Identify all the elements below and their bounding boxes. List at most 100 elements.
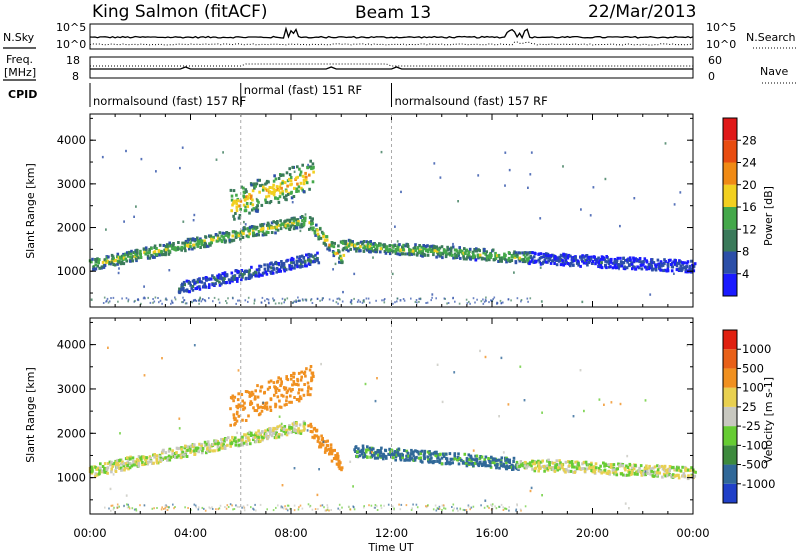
heatmap-cell bbox=[515, 467, 519, 471]
heatmap-cell bbox=[687, 474, 690, 478]
heatmap-cell bbox=[541, 494, 543, 497]
heatmap-cell bbox=[298, 255, 302, 259]
heatmap-cell bbox=[632, 259, 635, 263]
heatmap-cell bbox=[247, 300, 249, 303]
heatmap-cell bbox=[196, 243, 200, 247]
colorbar-segment bbox=[723, 118, 737, 141]
heatmap-cell bbox=[164, 506, 167, 509]
heatmap-cell bbox=[311, 430, 314, 434]
heatmap-cell bbox=[144, 458, 147, 462]
freq-label: Freq. bbox=[6, 53, 33, 66]
x-tick-label: 08:00 bbox=[274, 526, 307, 540]
heatmap-cell bbox=[554, 256, 558, 260]
heatmap-cell bbox=[297, 189, 300, 193]
heatmap-cell bbox=[409, 452, 413, 456]
heatmap-cell bbox=[94, 267, 98, 271]
heatmap-cell bbox=[512, 456, 516, 460]
heatmap-cell bbox=[441, 400, 444, 404]
heatmap-cell bbox=[495, 466, 498, 470]
heatmap-cell bbox=[243, 198, 247, 202]
heatmap-cell bbox=[208, 446, 212, 450]
heatmap-cell bbox=[684, 467, 688, 471]
heatmap-cell bbox=[328, 248, 331, 252]
heatmap-cell bbox=[188, 247, 191, 251]
heatmap-cell bbox=[422, 244, 425, 247]
heatmap-cell bbox=[176, 247, 180, 251]
heatmap-cell bbox=[592, 186, 595, 189]
heatmap-cell bbox=[524, 259, 527, 263]
heatmap-cell bbox=[214, 439, 218, 443]
heatmap-cell bbox=[675, 473, 679, 477]
heatmap-cell bbox=[234, 440, 238, 444]
heatmap-cell bbox=[241, 236, 245, 239]
heatmap-cell bbox=[296, 265, 299, 269]
heatmap-cell bbox=[263, 406, 267, 410]
heatmap-cell bbox=[304, 178, 308, 182]
heatmap-cell bbox=[226, 504, 229, 507]
heatmap-cell bbox=[293, 396, 296, 399]
heatmap-cell bbox=[301, 298, 304, 301]
heatmap-cell bbox=[288, 400, 291, 404]
heatmap-cell bbox=[222, 235, 225, 239]
heatmap-cell bbox=[233, 423, 236, 427]
heatmap-cell bbox=[261, 273, 264, 277]
heatmap-cell bbox=[254, 397, 257, 401]
heatmap-cell bbox=[257, 268, 261, 271]
heatmap-cell bbox=[293, 467, 296, 470]
heatmap-cell bbox=[462, 255, 465, 259]
heatmap-cell bbox=[267, 265, 271, 269]
heatmap-cell bbox=[592, 465, 596, 469]
power-colorbar-label: Power [dB] bbox=[762, 186, 775, 246]
heatmap-cell bbox=[664, 260, 667, 263]
heatmap-cell bbox=[217, 276, 220, 279]
heatmap-cell bbox=[322, 297, 324, 300]
heatmap-cell bbox=[686, 270, 689, 274]
heatmap-cell bbox=[218, 280, 221, 284]
heatmap-cell bbox=[304, 374, 307, 378]
heatmap-cell bbox=[378, 243, 382, 247]
heatmap-cell bbox=[196, 446, 200, 450]
heatmap-cell bbox=[129, 259, 132, 263]
heatmap-cell bbox=[187, 238, 190, 242]
heatmap-cell bbox=[507, 251, 511, 255]
heatmap-cell bbox=[239, 230, 243, 234]
heatmap-cell bbox=[453, 453, 456, 457]
heatmap-cell bbox=[108, 300, 111, 303]
heatmap-cell bbox=[162, 244, 166, 247]
heatmap-cell bbox=[152, 298, 154, 300]
heatmap-cell bbox=[405, 449, 409, 453]
heatmap-cell bbox=[634, 267, 637, 271]
heatmap-cell bbox=[252, 434, 255, 438]
heatmap-cell bbox=[225, 300, 227, 302]
heatmap-cell bbox=[498, 505, 500, 508]
heatmap-cell bbox=[482, 251, 485, 255]
heatmap-cell bbox=[369, 242, 373, 246]
heatmap-cell bbox=[197, 450, 200, 454]
heatmap-cell bbox=[211, 508, 214, 510]
heatmap-cell bbox=[444, 297, 446, 300]
heatmap-cell bbox=[656, 468, 660, 472]
colorbar-segment bbox=[723, 426, 737, 446]
heatmap-cell bbox=[579, 255, 583, 259]
heatmap-cell bbox=[288, 426, 292, 430]
heatmap-cell bbox=[405, 504, 408, 507]
heatmap-cell bbox=[626, 473, 629, 477]
heatmap-cell bbox=[417, 452, 421, 456]
heatmap-cell bbox=[116, 259, 120, 263]
heatmap-cell bbox=[129, 457, 132, 461]
heatmap-cell bbox=[520, 300, 522, 303]
heatmap-cell bbox=[500, 456, 504, 460]
heatmap-cell bbox=[277, 262, 280, 265]
heatmap-cell bbox=[269, 379, 273, 383]
heatmap-cell bbox=[171, 449, 174, 453]
heatmap-cell bbox=[571, 462, 574, 466]
heatmap-cell bbox=[418, 297, 420, 300]
heatmap-cell bbox=[526, 252, 529, 256]
heatmap-cell bbox=[574, 460, 577, 464]
heatmap-cell bbox=[391, 272, 394, 276]
heatmap-cell bbox=[411, 507, 413, 510]
heatmap-cell bbox=[323, 506, 325, 509]
heatmap-cell bbox=[222, 280, 225, 284]
heatmap-cell bbox=[418, 300, 420, 303]
heatmap-cell bbox=[506, 258, 510, 262]
